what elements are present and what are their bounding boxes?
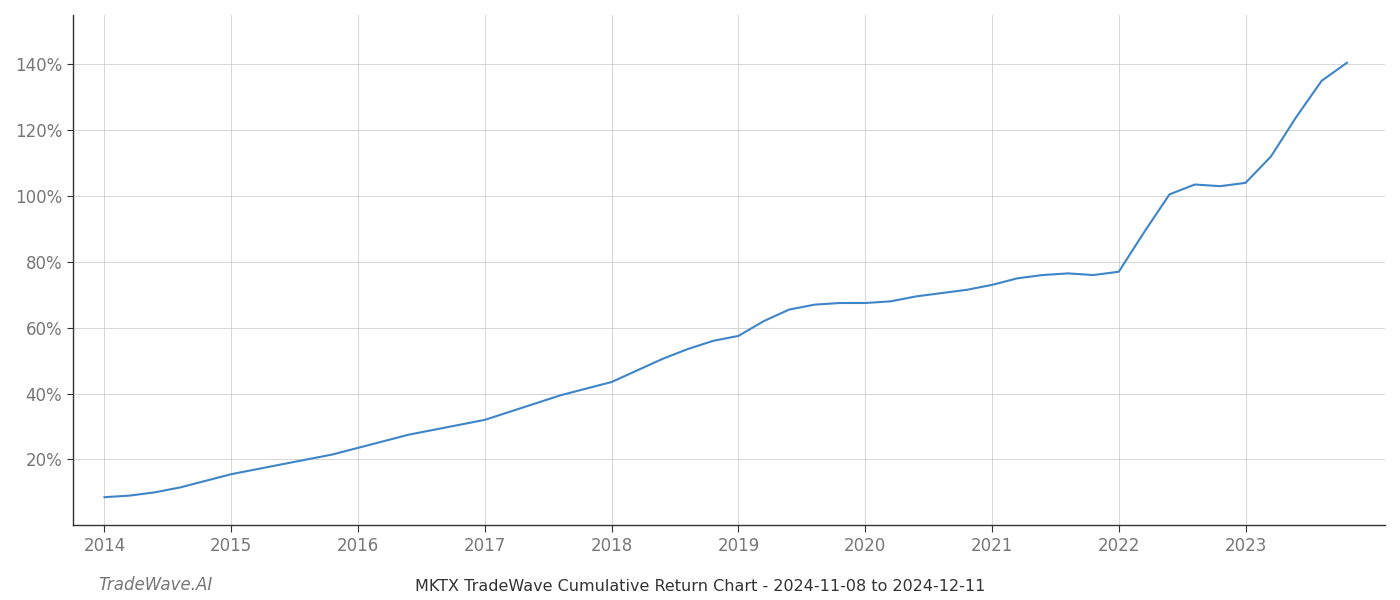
Text: TradeWave.AI: TradeWave.AI bbox=[98, 576, 213, 594]
Text: MKTX TradeWave Cumulative Return Chart - 2024-11-08 to 2024-12-11: MKTX TradeWave Cumulative Return Chart -… bbox=[414, 579, 986, 594]
